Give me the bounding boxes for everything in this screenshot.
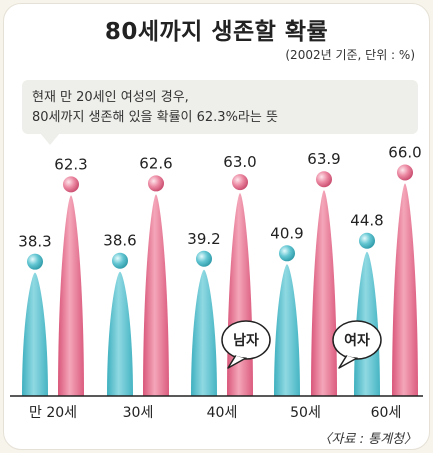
male-bar xyxy=(22,272,48,396)
female-marker xyxy=(397,164,413,181)
male-marker xyxy=(279,245,295,262)
legend-bubble-male: 남자 xyxy=(221,320,271,369)
callout-tail xyxy=(40,133,60,145)
legend-bubble-female: 여자 xyxy=(332,320,382,369)
female-value-label: 62.3 xyxy=(54,155,87,173)
x-tick-label: 40세 xyxy=(207,405,238,421)
x-tick-label: 만 20세 xyxy=(29,405,77,421)
explanation-callout: 현재 만 20세인 여성의 경우, 80세까지 생존해 있을 확률이 62.3%… xyxy=(22,80,418,134)
female-bar xyxy=(392,183,418,396)
x-tick-label: 60세 xyxy=(371,405,402,421)
female-value-label: 63.9 xyxy=(307,150,340,168)
female-marker xyxy=(63,176,79,193)
female-value-label: 66.0 xyxy=(388,143,421,161)
female-value-label: 62.6 xyxy=(139,154,172,172)
female-marker xyxy=(316,171,332,188)
legend-label-female: 여자 xyxy=(344,332,370,349)
male-bar xyxy=(191,269,217,396)
male-bar xyxy=(107,271,133,396)
legend-label-male: 남자 xyxy=(233,332,259,349)
source-note: 〈자료 : 통계청〉 xyxy=(318,432,417,447)
labels-layer: 38.3 38.6 39.2 40.9 44.8 62.3 62.6 63.0 63.9 66.0 xyxy=(18,143,422,270)
x-tick-label: 50세 xyxy=(290,405,321,421)
female-bar xyxy=(311,190,337,396)
female-bar xyxy=(58,195,84,396)
x-tick-label: 30세 xyxy=(123,405,154,421)
male-marker xyxy=(359,232,375,249)
male-bar xyxy=(274,264,300,396)
unit-note: (2002년 기준, 단위 : %) xyxy=(285,48,415,62)
chart-title: 80세까지 생존할 확률 xyxy=(104,19,329,45)
male-marker xyxy=(27,253,43,270)
ticks-layer: 만 20세 30세 40세 50세 60세 xyxy=(29,405,401,421)
male-value-label: 39.2 xyxy=(187,230,220,248)
male-value-label: 40.9 xyxy=(270,224,303,242)
female-marker xyxy=(148,175,164,192)
male-marker xyxy=(196,250,212,267)
callout-line-1: 현재 만 20세인 여성의 경우, xyxy=(32,90,189,105)
female-bar xyxy=(143,194,169,396)
male-value-label: 38.6 xyxy=(103,232,136,250)
male-value-label: 44.8 xyxy=(350,212,383,230)
female-marker xyxy=(232,174,248,191)
male-marker xyxy=(112,252,128,269)
male-value-label: 38.3 xyxy=(18,233,51,251)
callout-line-2: 80세까지 생존해 있을 확률이 62.3%라는 뜻 xyxy=(32,110,278,125)
female-value-label: 63.0 xyxy=(223,153,256,171)
